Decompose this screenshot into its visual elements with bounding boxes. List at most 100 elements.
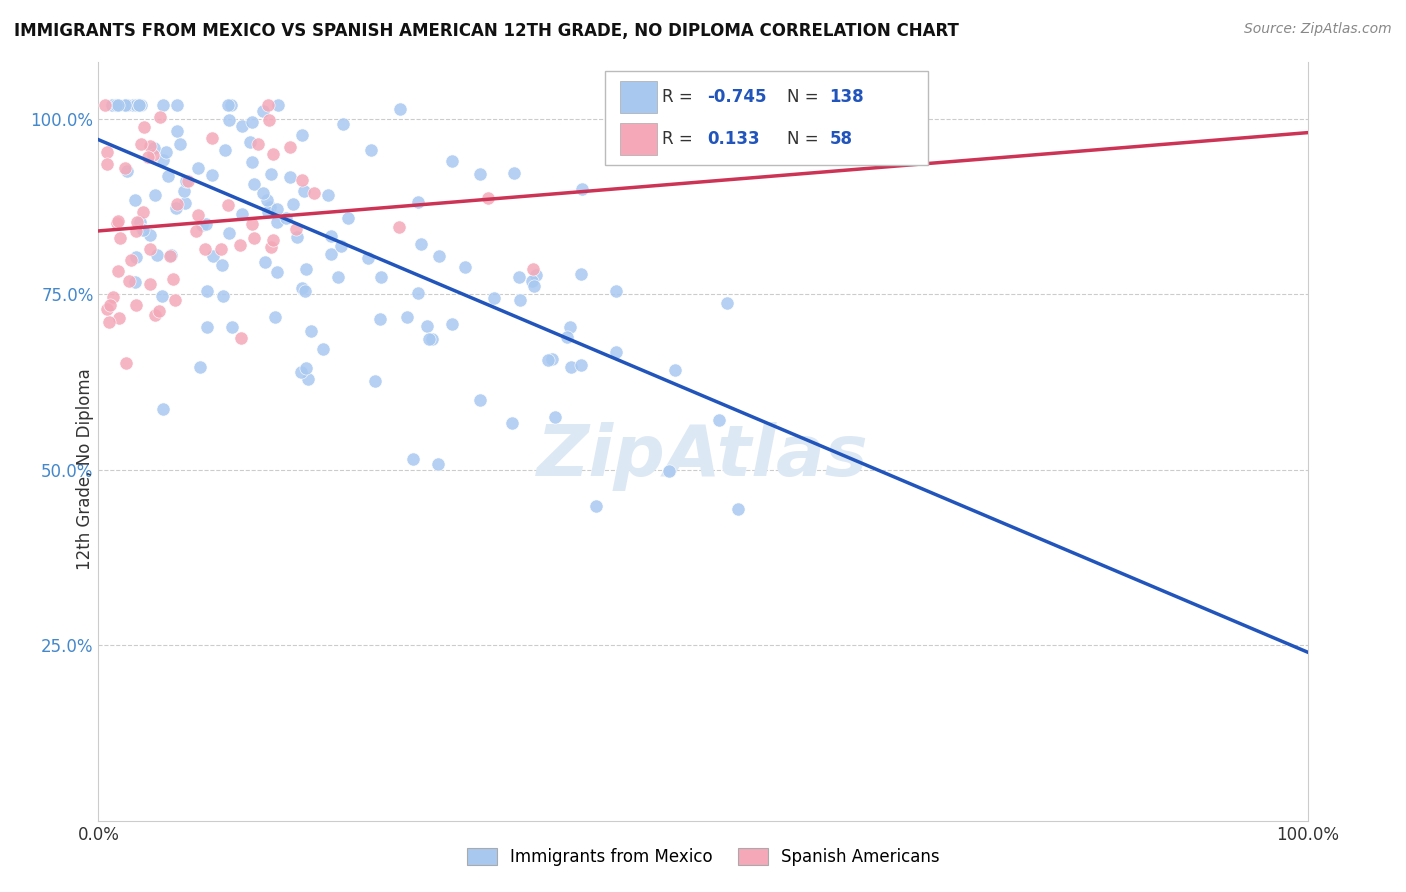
Point <box>260 167 283 181</box>
Point <box>132 222 155 236</box>
Point <box>107 263 129 277</box>
Point <box>108 310 131 325</box>
Point <box>143 188 166 202</box>
Point <box>257 113 280 128</box>
Text: R =: R = <box>662 130 703 148</box>
Point <box>420 332 443 346</box>
Point <box>194 242 217 256</box>
Point <box>252 103 274 118</box>
Point <box>176 174 198 188</box>
Point <box>98 298 121 312</box>
Point <box>127 98 149 112</box>
Point <box>218 112 240 127</box>
Point <box>569 359 592 373</box>
Point <box>202 250 225 264</box>
Point <box>501 416 523 430</box>
Point <box>142 148 165 162</box>
Point <box>217 198 239 212</box>
Point <box>115 355 138 369</box>
Text: R =: R = <box>662 88 699 106</box>
Point <box>159 249 181 263</box>
Point <box>267 97 290 112</box>
Point <box>291 128 314 143</box>
Point <box>440 317 463 331</box>
Point <box>560 359 582 374</box>
Point <box>155 145 177 160</box>
Point <box>330 238 353 252</box>
Point <box>240 114 263 128</box>
Point <box>139 138 162 153</box>
Point <box>254 255 277 269</box>
Point <box>395 310 418 325</box>
Point <box>332 117 354 131</box>
Point <box>290 365 312 379</box>
Point <box>188 360 211 375</box>
Point <box>537 353 560 368</box>
Point <box>658 464 681 478</box>
Point <box>299 324 322 338</box>
Point <box>214 143 236 157</box>
Point <box>429 250 451 264</box>
Point <box>124 298 146 312</box>
Point <box>218 227 240 241</box>
Point <box>128 97 150 112</box>
Point <box>709 413 731 427</box>
Point <box>118 274 141 288</box>
Point <box>297 372 319 386</box>
Point <box>131 205 153 219</box>
Point <box>571 182 593 196</box>
Point <box>295 360 318 375</box>
Point <box>266 202 288 216</box>
Point <box>240 217 263 231</box>
Point <box>454 260 477 274</box>
Point <box>243 177 266 191</box>
Text: IMMIGRANTS FROM MEXICO VS SPANISH AMERICAN 12TH GRADE, NO DIPLOMA CORRELATION CH: IMMIGRANTS FROM MEXICO VS SPANISH AMERIC… <box>14 22 959 40</box>
Point <box>240 155 263 169</box>
Point <box>96 145 118 160</box>
Point <box>107 213 129 227</box>
Point <box>260 240 283 254</box>
Point <box>186 225 208 239</box>
Point <box>105 216 128 230</box>
Point <box>302 186 325 201</box>
Point <box>266 265 288 279</box>
Point <box>239 135 262 149</box>
Point <box>165 201 187 215</box>
Point <box>605 284 627 298</box>
Point <box>326 270 349 285</box>
Point <box>195 319 218 334</box>
Point <box>569 268 592 282</box>
Point <box>256 193 278 207</box>
Point <box>209 243 232 257</box>
Point <box>128 97 150 112</box>
Point <box>285 229 308 244</box>
Point <box>127 215 149 229</box>
Point <box>221 320 243 334</box>
Point <box>558 320 581 334</box>
Point <box>136 150 159 164</box>
Point <box>211 259 233 273</box>
Point <box>139 242 162 256</box>
Point <box>468 392 491 407</box>
Point <box>121 97 143 112</box>
Point <box>108 230 131 244</box>
Point <box>477 192 499 206</box>
Point <box>274 211 297 226</box>
Point <box>94 97 117 112</box>
Point <box>336 211 359 225</box>
Text: ZipAtlas: ZipAtlas <box>537 422 869 491</box>
Point <box>131 222 153 236</box>
Point <box>231 206 253 220</box>
Point <box>370 269 392 284</box>
Point <box>124 193 146 207</box>
Point <box>281 196 304 211</box>
Point <box>290 172 312 186</box>
Point <box>523 279 546 293</box>
Point <box>166 97 188 112</box>
Point <box>557 330 579 344</box>
Point <box>105 97 128 112</box>
Point <box>585 499 607 513</box>
Point <box>148 304 170 318</box>
Point <box>143 141 166 155</box>
Point <box>522 274 544 288</box>
